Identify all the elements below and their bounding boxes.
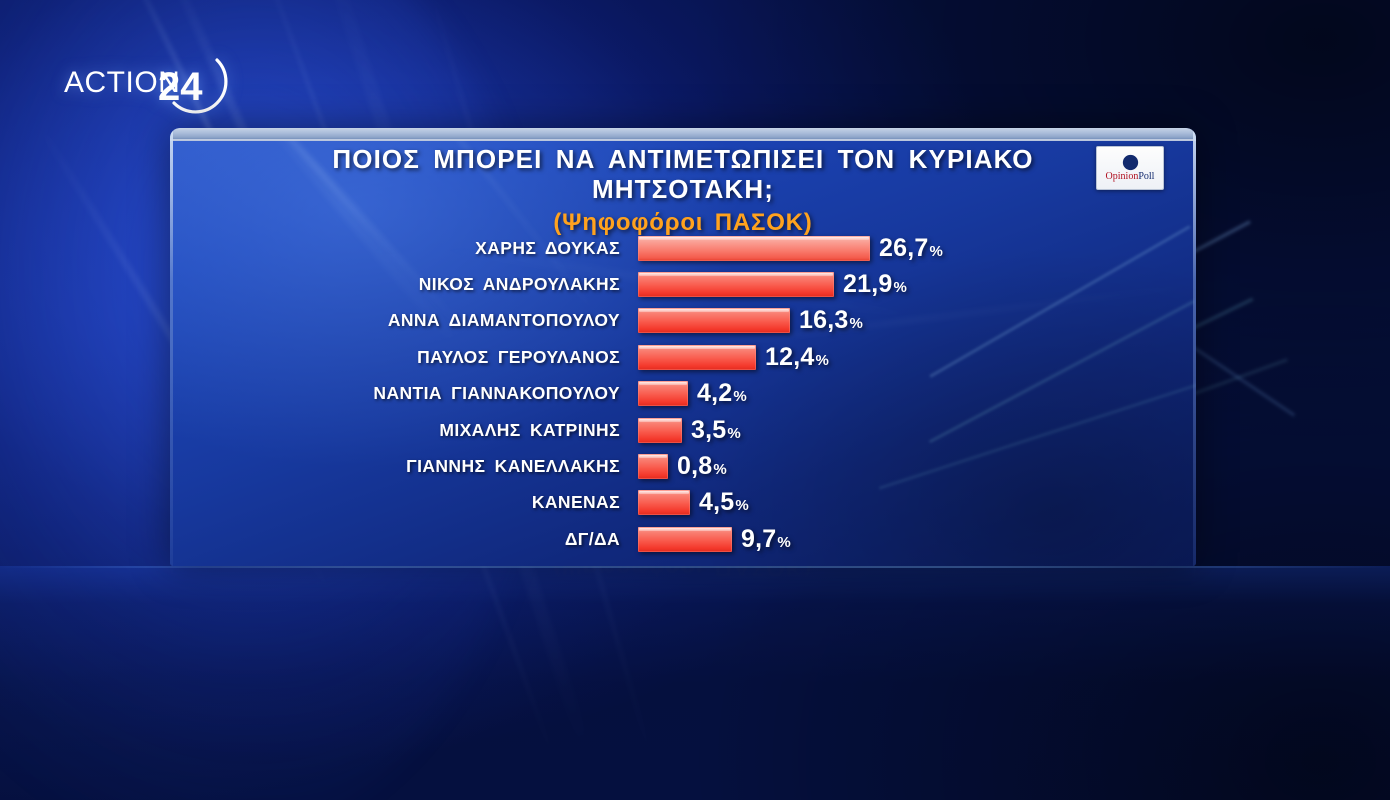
panel-header: ΠΟΙΟΣ ΜΠΟΡΕΙ ΝΑ ΑΝΤΙΜΕΤΩΠΙΣΕΙ ΤΟΝ ΚΥΡΙΑΚ…	[170, 144, 1196, 237]
chart-bar-value: 12,4%	[765, 343, 829, 372]
chart-row: ΠΑΥΛΟΣ ΓΕΡΟΥΛΑΝΟΣ 12,4%	[170, 339, 1196, 375]
panel-header: ΠΟΙΟΣ ΜΠΟΡΕΙ ΝΑ ΑΝΤΙΜΕΤΩΠΙΣΕΙ ΤΟΝ ΚΥΡΙΑΚ…	[170, 566, 1196, 646]
chart-bar-value-number: 4,2	[697, 379, 733, 408]
percent-sign: %	[815, 351, 830, 369]
opinion-poll-wordmark: OpinionPoll	[1105, 608, 1155, 619]
opinion-poll-circle-icon	[1122, 619, 1138, 636]
chart-bar-value: 21,9%	[843, 270, 907, 299]
poll-panel: ΠΟΙΟΣ ΜΠΟΡΕΙ ΝΑ ΑΝΤΙΜΕΤΩΠΙΣΕΙ ΤΟΝ ΚΥΡΙΑΚ…	[170, 128, 1196, 566]
chart-row-label: ΚΑΝΕΝΑΣ	[531, 492, 620, 513]
chart-bar	[638, 454, 668, 480]
percent-sign: %	[733, 388, 747, 406]
percent-sign: %	[929, 242, 944, 260]
poll-bar-chart: ΧΑΡΗΣ ΔΟΥΚΑΣ 26,7% ΝΙΚΟΣ ΑΝΔΡΟΥΛΑΚΗΣ 21,9% Α…	[170, 230, 1196, 558]
opinion-poll-word-opinion: Opinion	[1105, 608, 1139, 619]
percent-sign: %	[893, 279, 908, 297]
chart-bar	[638, 235, 870, 261]
chart-bar-value: 16,3%	[799, 306, 863, 335]
panel-top-frame	[170, 649, 1196, 662]
panel-right-edge	[1193, 128, 1196, 566]
chart-row: ΓΙΑΝΝΗΣ ΚΑΝΕΛΛΑΚΗΣ 0,8%	[170, 448, 1196, 484]
percent-sign: %	[735, 497, 749, 515]
chart-bar-wrapper: 4,2%	[638, 376, 1196, 412]
percent-sign: %	[727, 424, 741, 442]
chart-bar-value: 26,7%	[879, 234, 943, 263]
opinion-poll-logo: OpinionPoll	[1096, 600, 1164, 644]
chart-bar	[638, 272, 834, 298]
chart-bar	[638, 308, 790, 334]
floor-horizon-line	[0, 566, 1390, 568]
chart-row-label: ΝΑΝΤΙΑ ΓΙΑΝΝΑΚΟΠΟΥΛΟΥ	[373, 383, 620, 404]
chart-bar	[638, 526, 732, 552]
opinion-poll-word-opinion: Opinion	[1105, 171, 1139, 182]
opinion-poll-circle-icon	[1122, 154, 1138, 171]
page-title: ΠΟΙΟΣ ΜΠΟΡΕΙ ΝΑ ΑΝΤΙΜΕΤΩΠΙΣΕΙ ΤΟΝ ΚΥΡΙΑΚ…	[332, 586, 1034, 646]
percent-sign: %	[777, 533, 791, 551]
chart-bar-value: 4,5%	[699, 488, 749, 517]
chart-row-label: ΓΙΑΝΝΗΣ ΚΑΝΕΛΛΑΚΗΣ	[406, 456, 620, 477]
chart-bar-wrapper: 21,9%	[638, 266, 1196, 302]
chart-row-label: ΝΙΚΟΣ ΑΝΔΡΟΥΛΑΚΗΣ	[418, 274, 620, 295]
chart-bar-value: 4,2%	[697, 379, 747, 408]
action24-logo: ACTION 24	[62, 48, 232, 114]
chart-row-label: ΜΙΧΑΛΗΣ ΚΑΤΡΙΝΗΣ	[439, 419, 620, 440]
chart-row: ΑΝΝΑ ΔΙΑΜΑΝΤΟΠΟΥΛΟΥ 16,3%	[170, 303, 1196, 339]
chart-bar-wrapper: 3,5%	[638, 412, 1196, 448]
chart-row: ΔΓ/ΔΑ 9,7%	[170, 521, 1196, 557]
chart-bar-wrapper: 26,7%	[638, 230, 1196, 266]
chart-bar	[638, 417, 682, 443]
chart-bar-value-number: 9,7	[741, 524, 777, 553]
percent-sign: %	[849, 315, 864, 333]
chart-row: ΝΑΝΤΙΑ ΓΙΑΝΝΑΚΟΠΟΥΛΟΥ 4,2%	[170, 376, 1196, 412]
chart-row: ΧΑΡΗΣ ΔΟΥΚΑΣ 26,7%	[170, 230, 1196, 266]
chart-bar-value-number: 4,5	[699, 488, 735, 517]
chart-row-label: ΔΓ/ΔΑ	[564, 528, 620, 549]
opinion-poll-word-poll: Poll	[1138, 608, 1155, 619]
chart-bar-value: 0,8%	[677, 452, 727, 481]
chart-bar-value: 3,5%	[691, 416, 741, 445]
chart-bar-wrapper: 9,7%	[638, 521, 1196, 557]
chart-row-label: ΠΑΥΛΟΣ ΓΕΡΟΥΛΑΝΟΣ	[417, 346, 620, 367]
panel-reflection-clone: ΠΟΙΟΣ ΜΠΟΡΕΙ ΝΑ ΑΝΤΙΜΕΤΩΠΙΣΕΙ ΤΟΝ ΚΥΡΙΑΚ…	[170, 566, 1196, 662]
opinion-poll-wordmark: OpinionPoll	[1106, 172, 1155, 182]
page-subtitle: (Ψηφοφόροι ΠΑΣΟΚ)	[553, 208, 813, 236]
panel-left-edge	[170, 128, 173, 566]
chart-bar	[638, 490, 690, 516]
chart-bar	[638, 381, 688, 407]
chart-row: ΜΙΧΑΛΗΣ ΚΑΤΡΙΝΗΣ 3,5%	[170, 412, 1196, 448]
chart-bar-value-number: 21,9	[843, 270, 893, 299]
chart-bar-value-number: 12,4	[765, 342, 815, 371]
page-subtitle: (Ψηφοφόροι ΠΑΣΟΚ)	[553, 566, 813, 582]
chart-bar-value-number: 16,3	[799, 306, 849, 335]
chart-bar-value-number: 0,8	[677, 452, 713, 481]
opinion-poll-logo: OpinionPoll	[1096, 146, 1164, 190]
floor-reflection-area: ΠΟΙΟΣ ΜΠΟΡΕΙ ΝΑ ΑΝΤΙΜΕΤΩΠΙΣΕΙ ΤΟΝ ΚΥΡΙΑΚ…	[0, 566, 1390, 800]
chart-bar-value: 9,7%	[741, 525, 791, 554]
panel-reflection-secondary: ΠΟΙΟΣ ΜΠΟΡΕΙ ΝΑ ΑΝΤΙΜΕΤΩΠΙΣΕΙ ΤΟΝ ΚΥΡΙΑΚ…	[170, 566, 1196, 662]
chart-bar-value-number: 26,7	[879, 233, 929, 262]
chart-bar	[638, 344, 756, 370]
opinion-poll-word-poll: Poll	[1138, 171, 1155, 182]
percent-sign: %	[713, 461, 727, 479]
svg-text:24: 24	[158, 65, 203, 109]
chart-bar-wrapper: 0,8%	[638, 448, 1196, 484]
page-title: ΠΟΙΟΣ ΜΠΟΡΕΙ ΝΑ ΑΝΤΙΜΕΤΩΠΙΣΕΙ ΤΟΝ ΚΥΡΙΑΚ…	[332, 144, 1034, 204]
chart-row-label: ΧΑΡΗΣ ΔΟΥΚΑΣ	[475, 237, 620, 258]
chart-bar-wrapper: 16,3%	[638, 303, 1196, 339]
chart-row: ΚΑΝΕΝΑΣ 4,5%	[170, 485, 1196, 521]
chart-bar-value-number: 3,5	[691, 415, 727, 444]
chart-bar-wrapper: 12,4%	[638, 339, 1196, 375]
chart-bar-wrapper: 4,5%	[638, 485, 1196, 521]
chart-row: ΝΙΚΟΣ ΑΝΔΡΟΥΛΑΚΗΣ 21,9%	[170, 266, 1196, 302]
svg-text:ACTION: ACTION	[64, 66, 180, 99]
panel-top-frame	[170, 128, 1196, 141]
chart-row-label: ΑΝΝΑ ΔΙΑΜΑΝΤΟΠΟΥΛΟΥ	[387, 310, 620, 331]
